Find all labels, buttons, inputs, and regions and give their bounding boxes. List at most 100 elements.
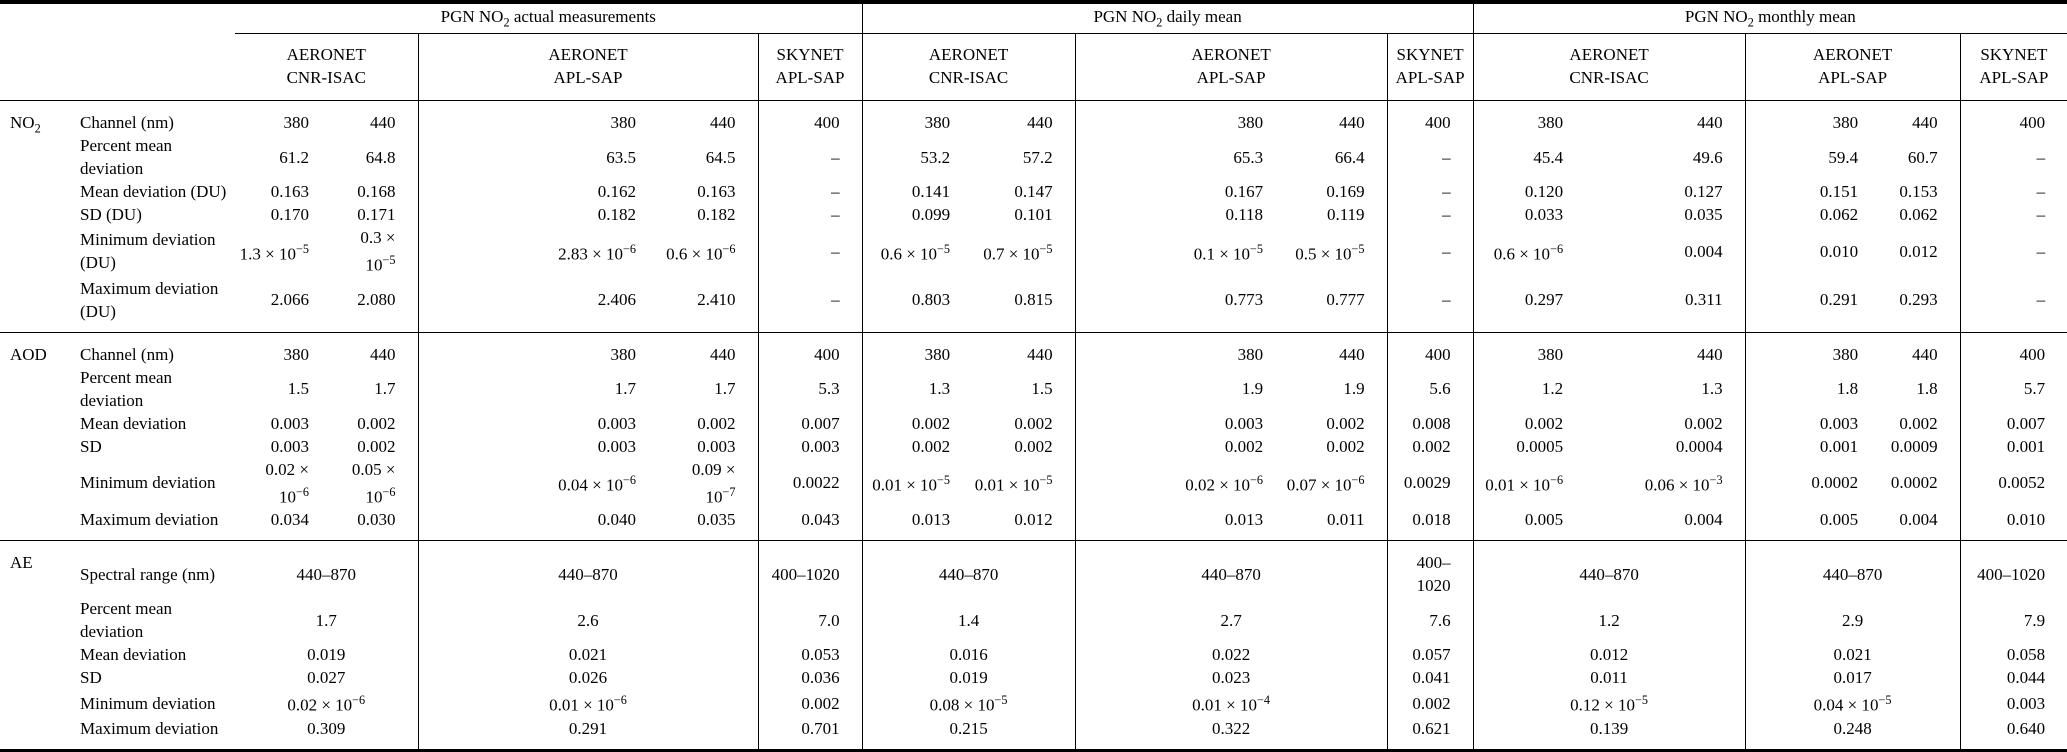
row-label: Mean deviation bbox=[80, 413, 187, 433]
value-cell: 0.02 × 10−6 bbox=[265, 459, 309, 507]
value-cell: 59.4 bbox=[1744, 134, 1881, 180]
value-cell: 0.293 bbox=[1899, 290, 1938, 310]
value-cell: 0.003 bbox=[1959, 689, 2067, 717]
value-cell: 0.003 bbox=[1074, 411, 1286, 435]
value-cell: 0.0009 bbox=[1890, 436, 1938, 456]
value-cell: 0.167 bbox=[1074, 180, 1286, 203]
value-cell: – bbox=[757, 180, 863, 203]
value-cell: 380 bbox=[283, 113, 310, 132]
value-cell: 0.002 bbox=[1386, 689, 1474, 717]
value-cell: 440–870 bbox=[1472, 540, 1746, 598]
value-cell: 380 bbox=[1744, 332, 1881, 366]
value-cell: 0.0002 bbox=[1744, 457, 1881, 509]
value-cell: 380 bbox=[417, 332, 658, 366]
value-cell: 0.007 bbox=[1959, 411, 2067, 435]
value-cell: 0.004 bbox=[1684, 241, 1723, 261]
instrument-line1: SKYNET bbox=[776, 45, 844, 64]
value-cell: 5.3 bbox=[757, 365, 863, 412]
row-label: Channel (nm) bbox=[80, 344, 174, 364]
value-cell: 0.7 × 10−5 bbox=[983, 241, 1053, 264]
value-cell: 49.6 bbox=[1692, 147, 1723, 167]
table-row: SD 0.027 0.026 0.036 0.019 0.023 0.041 0.011 0.0… bbox=[0, 666, 2067, 690]
instrument-header-aeronet-cnr-isac: AERONET CNR-ISAC bbox=[1472, 33, 1746, 101]
value-cell: 380 bbox=[283, 344, 310, 364]
value-cell: 0.09 × 10−7 bbox=[691, 459, 736, 507]
value-cell: 0.012 bbox=[1014, 510, 1053, 530]
value-cell: 0.0052 bbox=[1959, 457, 2067, 509]
value-cell: 61.2 bbox=[279, 147, 309, 167]
row-label: Minimum deviation bbox=[80, 473, 216, 493]
value-cell: 1.2 bbox=[1472, 597, 1746, 644]
value-cell: 440 bbox=[1339, 344, 1365, 364]
instrument-line2: CNR-ISAC bbox=[928, 68, 1009, 87]
value-cell: 400 bbox=[1386, 100, 1474, 134]
value-cell: – bbox=[757, 226, 863, 277]
value-cell: 7.6 bbox=[1386, 597, 1474, 644]
value-cell: – bbox=[757, 276, 863, 333]
value-cell: 66.4 bbox=[1334, 147, 1365, 167]
value-cell: 0.05 × 10−6 bbox=[351, 459, 396, 507]
instrument-line1: AERONET bbox=[928, 45, 1009, 64]
value-cell: 0.003 bbox=[270, 413, 309, 433]
value-cell: 57.2 bbox=[1022, 147, 1053, 167]
row-label: Maximum deviation (DU) bbox=[80, 278, 219, 321]
value-cell: 0.002 bbox=[861, 411, 973, 435]
value-cell: 0.101 bbox=[1014, 205, 1053, 224]
value-cell: 380 bbox=[1074, 100, 1286, 134]
value-cell: 440–870 bbox=[861, 540, 1076, 598]
table-row: SD 0.003 0.002 0.003 0.003 0.003 0.002 0.002 0.0… bbox=[0, 434, 2067, 458]
value-cell: 2.410 bbox=[697, 290, 736, 310]
value-cell: 0.013 bbox=[1074, 508, 1286, 541]
instrument-header-skynet-apl-sap: SKYNET APL-SAP bbox=[1959, 33, 2067, 101]
group-header-row: PGN NO2 actual measurements PGN NO2 dail… bbox=[0, 2, 2067, 34]
instrument-line2: CNR-ISAC bbox=[1569, 68, 1649, 87]
value-cell: 440 bbox=[370, 344, 396, 364]
value-cell: 0.139 bbox=[1472, 716, 1746, 751]
row-label: Percent mean deviation bbox=[80, 599, 173, 642]
value-cell: 440 bbox=[370, 113, 396, 132]
value-cell: 0.02 × 10−6 bbox=[287, 693, 366, 715]
value-cell: 440 bbox=[1912, 113, 1938, 132]
value-cell: 0.119 bbox=[1326, 205, 1365, 224]
instrument-line1: AERONET bbox=[286, 45, 366, 64]
value-cell: 0.01 × 10−5 bbox=[861, 457, 973, 509]
row-label: Minimum deviation bbox=[80, 693, 216, 713]
value-cell: 0.022 bbox=[1074, 643, 1388, 667]
table-row: AOD Channel (nm) 380 440 380 440 400 380 440 380 4… bbox=[0, 332, 2067, 366]
value-cell: 0.044 bbox=[1959, 666, 2067, 690]
value-cell: 0.027 bbox=[307, 668, 346, 688]
value-cell: 0.002 bbox=[757, 689, 863, 717]
value-cell: 0.002 bbox=[1472, 411, 1586, 435]
value-cell: 0.297 bbox=[1472, 276, 1586, 333]
value-cell: 0.013 bbox=[861, 508, 973, 541]
value-cell: 0.0004 bbox=[1675, 436, 1723, 456]
value-cell: 440–870 bbox=[417, 540, 758, 598]
value-cell: 0.062 bbox=[1744, 203, 1881, 226]
value-cell: 0.153 bbox=[1899, 182, 1938, 201]
instrument-line2: CNR-ISAC bbox=[286, 68, 366, 87]
value-cell: 0.291 bbox=[417, 716, 758, 751]
value-cell: – bbox=[1959, 180, 2067, 203]
value-cell: 0.034 bbox=[270, 510, 309, 530]
value-cell: 0.005 bbox=[1744, 508, 1881, 541]
value-cell: 0.057 bbox=[1386, 643, 1474, 667]
value-cell: 1.3 bbox=[861, 365, 973, 412]
value-cell: 45.4 bbox=[1472, 134, 1586, 180]
value-cell: 0.01 × 10−6 bbox=[417, 689, 758, 717]
value-cell: 0.035 bbox=[697, 510, 736, 530]
value-cell: 400–1020 bbox=[1386, 540, 1474, 598]
row-label: Maximum deviation bbox=[80, 718, 219, 738]
value-cell: 0.003 bbox=[697, 436, 736, 456]
section-aod: AOD Channel (nm) 380 440 380 440 400 380 440 380 4… bbox=[0, 332, 2067, 541]
value-cell: 380 bbox=[1074, 332, 1286, 366]
value-cell: 0.001 bbox=[1959, 434, 2067, 458]
value-cell: 53.2 bbox=[861, 134, 973, 180]
column-group-header-monthly: PGN NO2 monthly mean bbox=[1472, 2, 2067, 34]
value-cell: 0.07 × 10−6 bbox=[1286, 473, 1365, 495]
value-cell: 0.003 bbox=[1744, 411, 1881, 435]
value-cell: 400 bbox=[757, 332, 863, 366]
value-cell: 380 bbox=[1472, 100, 1586, 134]
table-row: NO2 Channel (nm) 380 440 380 440 400 380 440 380 4… bbox=[0, 100, 2067, 135]
value-cell: 0.162 bbox=[417, 180, 658, 203]
instrument-header-aeronet-apl-sap: AERONET APL-SAP bbox=[1074, 33, 1388, 101]
